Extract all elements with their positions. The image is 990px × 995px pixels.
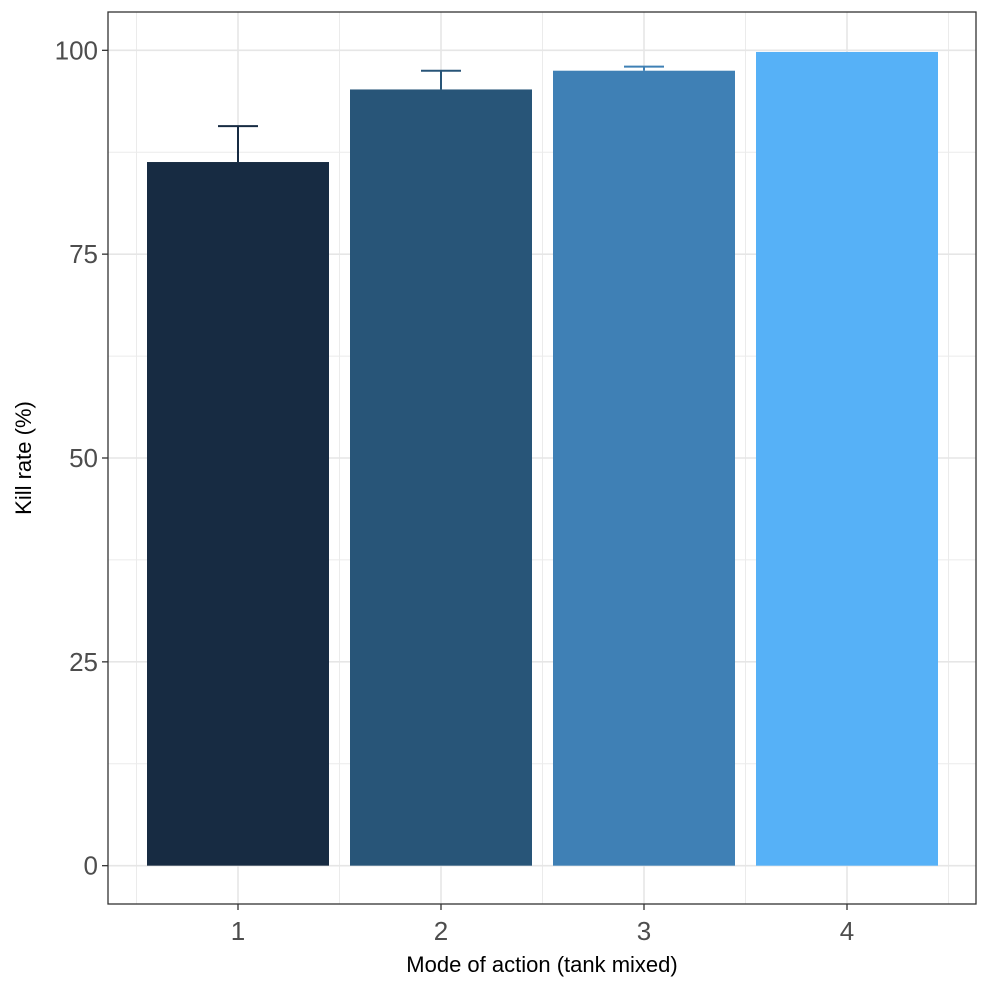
x-tick-label: 4 — [840, 916, 854, 946]
y-axis: 0 25 50 75 100 — [55, 35, 108, 881]
bar — [756, 51, 938, 866]
x-tick-label: 1 — [231, 916, 245, 946]
y-tick-label: 25 — [69, 647, 98, 677]
y-tick-label: 50 — [69, 443, 98, 473]
x-tick-label: 3 — [637, 916, 651, 946]
x-axis: 1 2 3 4 — [231, 904, 854, 946]
bars-group — [147, 51, 938, 866]
y-tick-label: 75 — [69, 239, 98, 269]
bar — [147, 162, 329, 866]
y-tick-label: 0 — [84, 851, 98, 881]
x-tick-label: 2 — [434, 916, 448, 946]
x-axis-title: Mode of action (tank mixed) — [406, 952, 677, 977]
bar — [553, 70, 735, 866]
y-tick-label: 100 — [55, 35, 98, 65]
bar — [350, 89, 532, 866]
error-bars-group — [218, 65, 664, 163]
y-axis-title: Kill rate (%) — [11, 401, 36, 515]
